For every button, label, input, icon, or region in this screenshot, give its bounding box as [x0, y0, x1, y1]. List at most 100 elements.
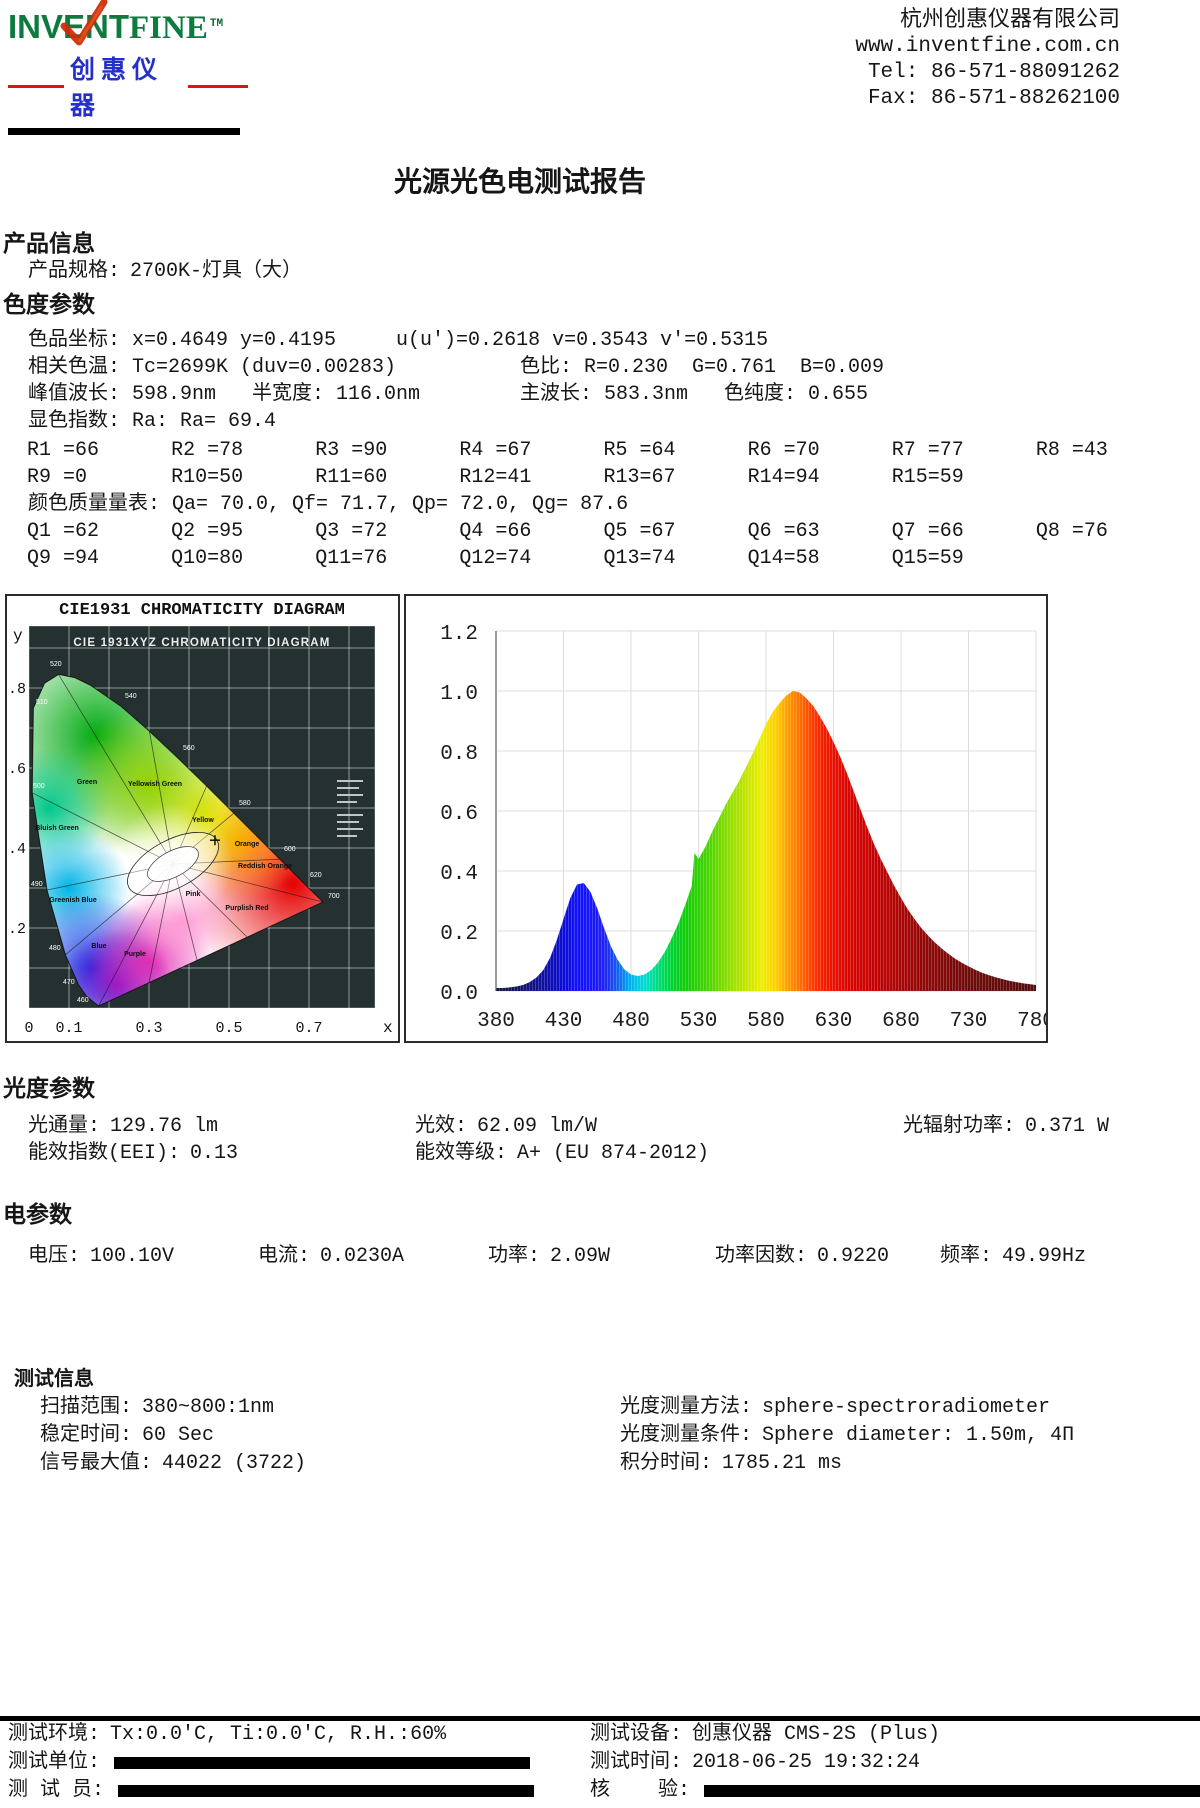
section-test-info: 测试信息 扫描范围: 380~800:1nm 稳定时间: 60 Sec 信号最大值: 44…: [0, 1362, 1200, 1478]
redacted-field-bar: [114, 1757, 531, 1769]
x-tick-label: 480: [612, 1010, 650, 1033]
chromaticity-coordinates-line: 色品坐标: x=0.4649 y=0.4195 u(u')=0.2618 v=0…: [28, 329, 769, 352]
cct-line: 相关色温: Tc=2699K (duv=0.00283) 色比: R=0.230…: [0, 354, 1200, 381]
x-tick-label: 530: [680, 1010, 718, 1033]
cie-legend-marks: [337, 780, 363, 837]
cri-values-row2: R9 =0 R10=50 R11=60 R12=41 R13=67 R14=94 R15=5…: [0, 464, 1180, 491]
photometric-row1: 光通量: 129.76 lm 光效: 62.09 lm/W 光辐射功率: 0.371 W: [0, 1113, 1200, 1140]
electrical-row: 电压: 100.10V 电流: 0.0230A 功率: 2.09W 功率因数: 0.9220 频…: [0, 1243, 1200, 1270]
footer-row-environment: 测试环境: Tx:0.0'C, Ti:0.0'C, R.H.:60% 测试设备:…: [0, 1721, 1200, 1749]
wavelength-label: 520: [50, 661, 62, 668]
x-tick-label: 380: [477, 1010, 515, 1033]
report-title: 光源光色电测试报告: [393, 169, 646, 200]
measured-point-marker: [209, 835, 220, 846]
cie-y-tick-label: .8: [8, 681, 26, 698]
company-fax: Fax: 86-571-88262100: [867, 87, 1120, 110]
test-info-item: 光度测量方法: sphere-spectroradiometer: [620, 1396, 1051, 1419]
cri-value: R4 =67: [459, 439, 532, 462]
section-product-info: 产品信息 产品规格: 2700K-灯具（大）: [0, 224, 1200, 285]
test-info-grid: 扫描范围: 380~800:1nm 稳定时间: 60 Sec 信号最大值: 44022 (…: [0, 1394, 1200, 1478]
color-region-label: Orange: [235, 841, 260, 848]
cqs-value: Q5 =67: [603, 520, 676, 543]
cqs-value: Q11=76: [315, 547, 388, 570]
logo-chinese-name: 创惠仪器: [70, 57, 164, 122]
color-region-label: Purplish Red: [225, 905, 268, 912]
cri-value: R15=59: [891, 466, 964, 489]
cie-y-ticks: .8 .6 .4 .2: [8, 681, 26, 938]
cie-y-tick-label: .6: [8, 761, 26, 778]
cie-chromaticity-diagram: CIE1931 CHROMATICITY DIAGRAM y: [8, 601, 393, 1037]
cie-y-tick-label: .2: [8, 921, 26, 938]
x-tick-label: 780: [1017, 1010, 1046, 1033]
y-tick-label: 0.4: [440, 863, 478, 886]
test-info-item: 信号最大值: 44022 (3722): [40, 1452, 307, 1475]
test-environment-label: 测试环境:: [8, 1723, 101, 1746]
red-line-left: [8, 84, 64, 88]
test-info-item: 积分时间: 1785.21 ms: [620, 1452, 843, 1475]
x-tick-label: 430: [545, 1010, 583, 1033]
cri-value: R2 =78: [171, 439, 244, 462]
y-tick-label: 0.6: [440, 803, 478, 826]
cqs-value: Q12=74: [459, 547, 532, 570]
cie-x-axis-label: x: [383, 1019, 393, 1037]
wavelength-line: 峰值波长: 598.9nm 半宽度: 116.0nm 主波长: 583.3nm …: [0, 381, 1200, 408]
chroma-section-title: 色度参数: [3, 293, 95, 319]
cri-value: R9 =0: [27, 466, 88, 489]
wavelength-label: 580: [239, 800, 251, 807]
test-info-section-title: 测试信息: [14, 1369, 94, 1392]
spectral-locus-outline: [31, 673, 324, 1007]
y-tick-label: 0.8: [440, 743, 478, 766]
wavelength-label: 700: [328, 893, 340, 900]
cqs-value: Q6 =63: [747, 520, 820, 543]
wavelength-label: 480: [49, 945, 61, 952]
electrical-section-title: 电参数: [3, 1203, 72, 1229]
red-check-icon: [60, 0, 108, 46]
product-spec-label: 产品规格:: [28, 260, 121, 283]
trademark-mark: TM: [209, 18, 224, 30]
planckian-region-inner: [147, 846, 199, 882]
cri-ra-line: 显色指数: Ra: Ra= 69.4: [28, 410, 277, 433]
cct-value: 相关色温: Tc=2699K (duv=0.00283): [28, 356, 397, 379]
section-electrical: 电参数 电压: 100.10V 电流: 0.0230A 功率: 2.09W 功率因数: 0.9…: [0, 1195, 1200, 1270]
cri-value: R3 =90: [315, 439, 388, 462]
color-region-label: Blue: [91, 943, 106, 950]
wavelength-label: 600: [284, 846, 296, 853]
cri-value: R14=94: [747, 466, 820, 489]
cqs-value: Q1 =62: [27, 520, 100, 543]
cqs-value: Q7 =66: [891, 520, 964, 543]
company-info: 杭州创惠仪器有限公司 www.inventfine.com.cn Tel: 86…: [855, 0, 1200, 112]
cri-value: R10=50: [171, 466, 244, 489]
logo-subtitle-row: 创惠仪器: [8, 50, 248, 122]
cie-region-labels: Green Yellowish Green Yellow Orange Reddish …: [35, 779, 292, 958]
footer: 测试环境: Tx:0.0'C, Ti:0.0'C, R.H.:60% 测试设备:…: [0, 1716, 1200, 1805]
cqs-values-row1: Q1 =62 Q2 =95 Q3 =72 Q4 =66 Q5 =67 Q6 =63 Q7 =…: [0, 518, 1180, 545]
redacted-field-bar: [704, 1785, 1200, 1797]
brand-fine: FINE: [129, 10, 208, 46]
test-time-label: 测试时间:: [590, 1751, 683, 1774]
test-info-left: 扫描范围: 380~800:1nm 稳定时间: 60 Sec 信号最大值: 44022 (…: [40, 1394, 620, 1478]
cie-x-tick-label: 0: [24, 1020, 33, 1037]
cqs-value: Q10=80: [171, 547, 244, 570]
color-region-label: Bluish Green: [35, 825, 79, 832]
cri-value: R8 =43: [1035, 439, 1108, 462]
brand-text: INVENTFINE TM: [8, 0, 248, 48]
cie-x-ticks: 0 0.1 0.3 0.5 0.7: [24, 1020, 322, 1037]
wavelength-label: 510: [36, 699, 48, 706]
color-region-label: Yellow: [192, 817, 214, 824]
product-spec-value: 2700K-灯具（大）: [130, 260, 303, 283]
photometric-item: 光效: 62.09 lm/W: [415, 1115, 598, 1138]
section-photometric: 光度参数 光通量: 129.76 lm 光效: 62.09 lm/W 光辐射功率: 0.3…: [0, 1069, 1200, 1167]
wavelength-label: 620: [310, 872, 322, 879]
cqs-value: Q14=58: [747, 547, 820, 570]
y-tick-label: 0.2: [440, 923, 478, 946]
photometric-item: 光辐射功率: 0.371 W: [903, 1115, 1110, 1138]
cri-value: R12=41: [459, 466, 532, 489]
y-tick-label: 1.0: [440, 683, 478, 706]
company-website: www.inventfine.com.cn: [855, 35, 1120, 58]
footer-row-organization: 测试单位: 测试时间: 2018-06-25 19:32:24: [0, 1749, 1200, 1777]
redacted-field-bar: [118, 1785, 535, 1797]
photometric-item: 光通量: 129.76 lm: [28, 1115, 219, 1138]
cqs-value: Q15=59: [891, 547, 964, 570]
header: INVENTFINE TM 创惠仪器 杭州创惠仪器有限公司 www.inventf…: [0, 0, 1200, 135]
